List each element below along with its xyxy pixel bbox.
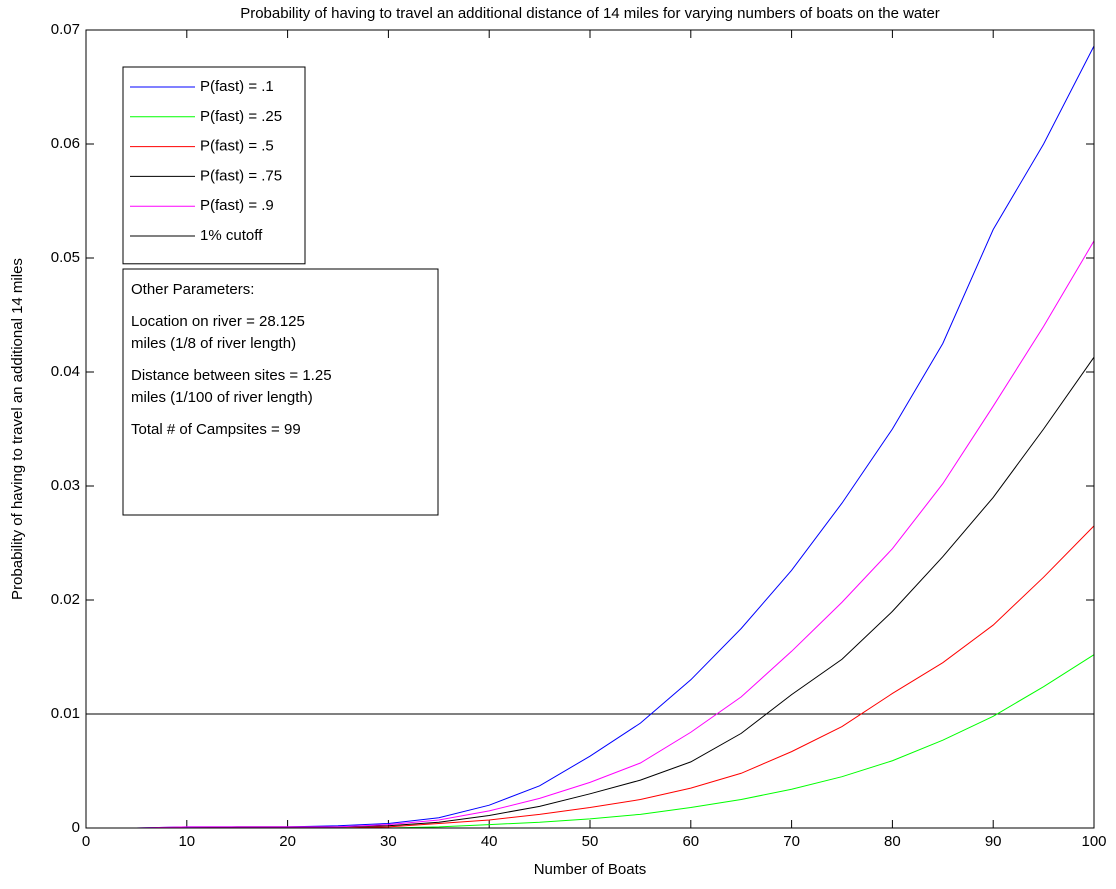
annotation-box [122,268,439,516]
y-tick-label: 0.01 [51,705,80,722]
annotation-text: Distance between sites = 1.25 [131,367,332,384]
x-tick-label: 100 [1081,833,1106,850]
y-tick-label: 0.04 [51,363,80,380]
x-tick-label: 30 [380,833,397,850]
series-line [86,240,1095,829]
y-axis-label: Probability of having to travel an addit… [9,258,26,600]
x-tick-label: 80 [884,833,901,850]
y-tick-label: 0.02 [51,591,80,608]
x-tick-label: 50 [582,833,599,850]
x-tick-label: 20 [279,833,296,850]
y-tick-label: 0.03 [51,477,80,494]
legend-label: P(fast) = .25 [200,108,282,125]
y-tick-label: 0.06 [51,135,80,152]
x-tick-label: 10 [178,833,195,850]
legend-label: P(fast) = .1 [200,78,274,95]
legend-label: P(fast) = .75 [200,167,282,184]
x-tick-label: 70 [783,833,800,850]
annotation-text: Other Parameters: [131,281,254,298]
plot-frame [85,29,1095,829]
x-tick-label: 90 [985,833,1002,850]
x-axis-label: Number of Boats [534,861,647,878]
annotation-text: Location on river = 28.125 [131,313,305,330]
y-tick-label: 0 [72,819,80,836]
legend-label: P(fast) = .5 [200,138,274,155]
x-tick-label: 40 [481,833,498,850]
legend-label: 1% cutoff [200,227,263,244]
x-tick-label: 0 [82,833,90,850]
y-tick-label: 0.07 [51,21,80,38]
y-tick-label: 0.05 [51,249,80,266]
chart-title: Probability of having to travel an addit… [240,5,940,22]
annotation-text: Total # of Campsites = 99 [131,421,301,438]
x-tick-label: 60 [682,833,699,850]
annotation-text: miles (1/100 of river length) [131,389,313,406]
legend-box [122,66,306,265]
legend-label: P(fast) = .9 [200,197,274,214]
annotation-text: miles (1/8 of river length) [131,335,296,352]
